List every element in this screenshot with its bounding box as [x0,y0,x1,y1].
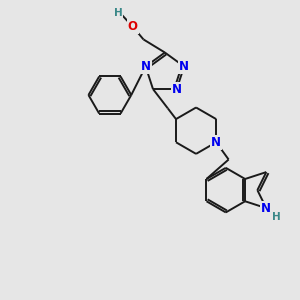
Text: O: O [128,20,138,33]
Text: H: H [114,8,123,18]
Text: N: N [179,60,189,73]
Text: N: N [172,82,182,96]
Text: N: N [211,136,221,149]
Text: N: N [261,202,271,215]
Text: H: H [272,212,281,222]
Text: N: N [141,60,151,73]
